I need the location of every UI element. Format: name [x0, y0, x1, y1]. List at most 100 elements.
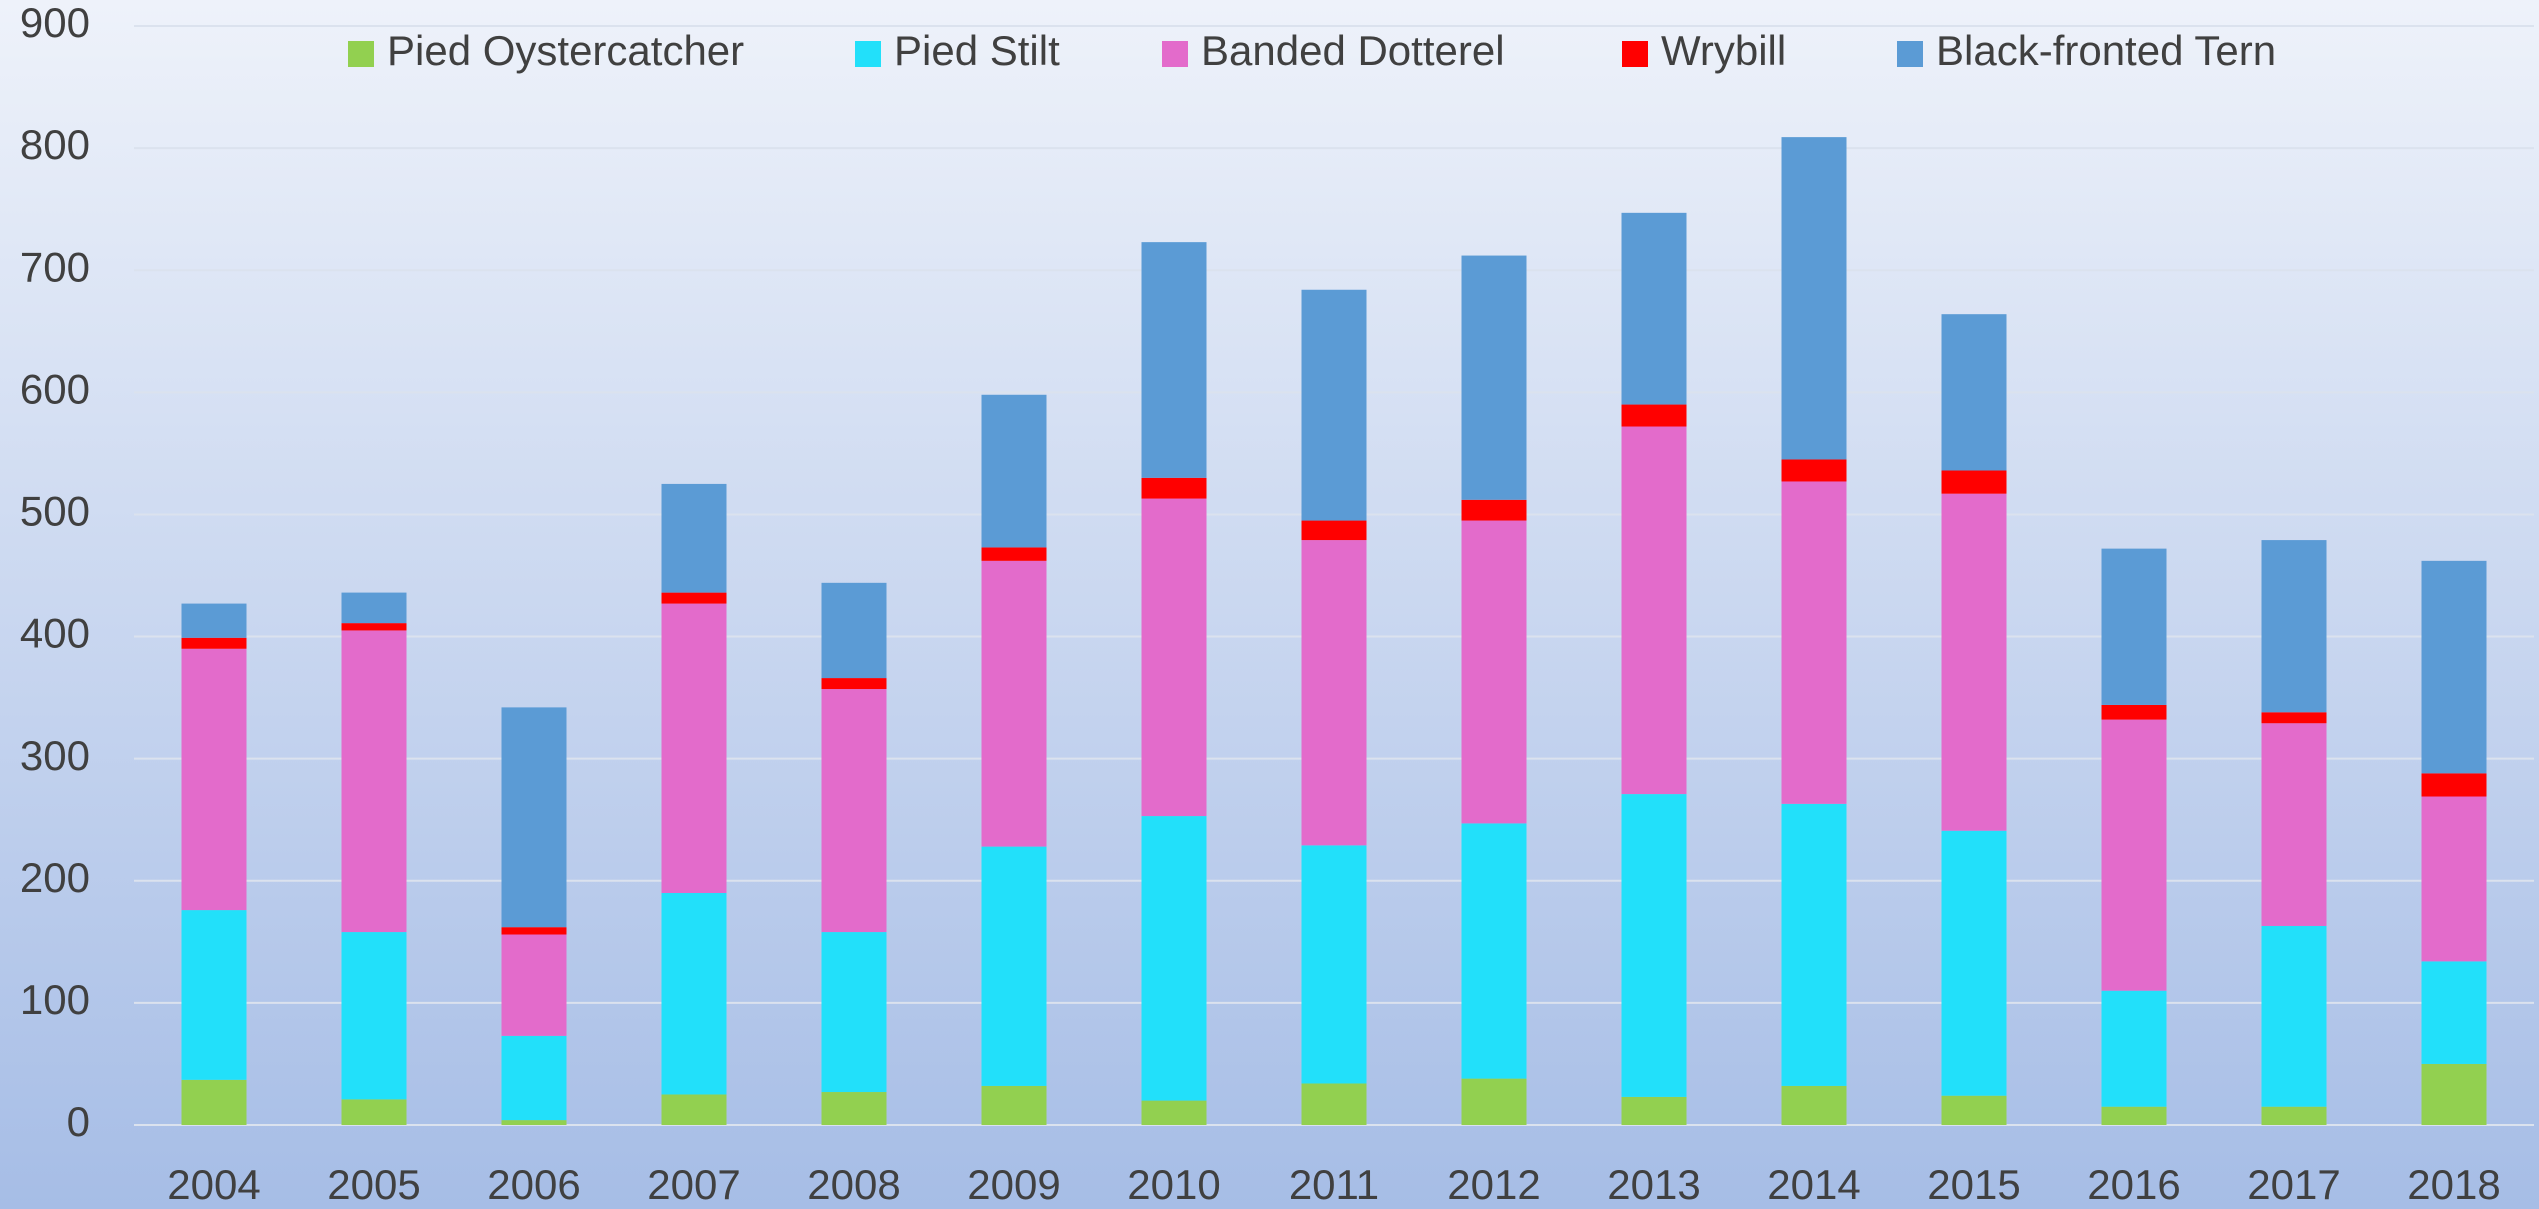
x-tick-label: 2016 — [2087, 1161, 2180, 1208]
bar-segment — [501, 927, 567, 935]
bar-segment — [1141, 816, 1207, 1101]
y-tick-label: 800 — [20, 121, 90, 168]
bar-segment — [1781, 1085, 1847, 1125]
bar-segment — [1141, 477, 1207, 499]
bar-segment — [1621, 426, 1687, 795]
bar-segment — [2101, 1106, 2167, 1125]
x-tick-label: 2007 — [647, 1161, 740, 1208]
bar-segment — [981, 846, 1047, 1086]
y-tick-label: 900 — [20, 0, 90, 46]
x-tick-label: 2018 — [2407, 1161, 2500, 1208]
bar-segment — [1461, 823, 1527, 1079]
x-tick-label: 2015 — [1927, 1161, 2020, 1208]
bar-segment — [661, 1094, 727, 1125]
x-tick-label: 2011 — [1289, 1161, 1379, 1208]
bar-segment — [1461, 255, 1527, 500]
x-tick-label: 2009 — [967, 1161, 1060, 1208]
bar-segment — [2421, 796, 2487, 962]
bar-segment — [2261, 1106, 2327, 1125]
bar-segment — [1941, 314, 2007, 471]
x-tick-label: 2008 — [807, 1161, 900, 1208]
bar-segment — [1941, 493, 2007, 831]
y-tick-label: 700 — [20, 243, 90, 290]
y-tick-label: 100 — [20, 976, 90, 1023]
bar-segment — [1301, 540, 1367, 846]
bar-segment — [1461, 499, 1527, 521]
bar-segment — [661, 592, 727, 604]
bar-segment — [981, 547, 1047, 561]
bar-segment — [1781, 481, 1847, 804]
y-tick-label: 0 — [67, 1098, 90, 1145]
bar-segment — [2101, 548, 2167, 705]
x-tick-label: 2006 — [487, 1161, 580, 1208]
bar-segment — [661, 483, 727, 593]
bar-segment — [821, 1092, 887, 1125]
x-tick-label: 2004 — [167, 1161, 260, 1208]
bar-segment — [821, 932, 887, 1093]
bar-segment — [2421, 773, 2487, 797]
bar-segment — [821, 689, 887, 933]
bar-segment — [501, 1120, 567, 1125]
bar-segment — [341, 1099, 407, 1125]
bar-segment — [1941, 470, 2007, 494]
bar-segment — [181, 648, 247, 911]
bar-segment — [981, 560, 1047, 847]
legend-label: Black-fronted Tern — [1936, 27, 2276, 74]
bar-segment — [341, 592, 407, 624]
bar-segment — [501, 1035, 567, 1121]
bar-segment — [981, 1085, 1047, 1125]
bar-segment — [1461, 1078, 1527, 1125]
bar-segment — [2101, 704, 2167, 720]
bar-segment — [1141, 498, 1207, 817]
bar-segment — [1141, 242, 1207, 478]
x-tick-label: 2005 — [327, 1161, 420, 1208]
y-tick-label: 200 — [20, 854, 90, 901]
bar-segment — [181, 603, 247, 638]
y-tick-label: 600 — [20, 365, 90, 412]
bar-segment — [2101, 719, 2167, 991]
bar-segment — [1461, 520, 1527, 824]
bar-segment — [2261, 723, 2327, 926]
legend-swatch — [855, 41, 881, 67]
bar-segment — [2421, 560, 2487, 774]
bar-segment — [1941, 1095, 2007, 1125]
y-tick-label: 400 — [20, 610, 90, 657]
bar-segment — [1621, 212, 1687, 405]
bar-segment — [821, 678, 887, 690]
x-tick-label: 2012 — [1447, 1161, 1540, 1208]
bar-segment — [2421, 1063, 2487, 1125]
bar-segment — [981, 394, 1047, 548]
bar-segment — [1621, 1096, 1687, 1125]
bar-segment — [1301, 520, 1367, 541]
bar-segment — [2261, 540, 2327, 713]
x-tick-label: 2014 — [1767, 1161, 1860, 1208]
bar-segment — [181, 637, 247, 649]
bar-segment — [1141, 1100, 1207, 1125]
legend-label: Pied Oystercatcher — [387, 27, 744, 74]
bar-segment — [181, 910, 247, 1080]
bar-segment — [2261, 712, 2327, 724]
bar-segment — [1301, 845, 1367, 1084]
legend-swatch — [348, 41, 374, 67]
bar-segment — [501, 707, 567, 928]
bar-segment — [1301, 1083, 1367, 1125]
bar-segment — [1301, 289, 1367, 521]
bar-segment — [181, 1079, 247, 1125]
bar-segment — [661, 892, 727, 1095]
legend-swatch — [1622, 41, 1648, 67]
bar-segment — [1621, 794, 1687, 1097]
bar-segment — [1941, 830, 2007, 1096]
y-tick-label: 300 — [20, 732, 90, 779]
bar-segment — [2261, 925, 2327, 1107]
x-tick-label: 2013 — [1607, 1161, 1700, 1208]
bar-segment — [821, 582, 887, 679]
legend-label: Pied Stilt — [894, 27, 1060, 74]
bar-segment — [341, 932, 407, 1100]
bar-segment — [1621, 404, 1687, 427]
legend-swatch — [1162, 41, 1188, 67]
bar-segment — [2101, 990, 2167, 1107]
bar-segment — [1781, 803, 1847, 1086]
x-tick-label: 2017 — [2247, 1161, 2340, 1208]
